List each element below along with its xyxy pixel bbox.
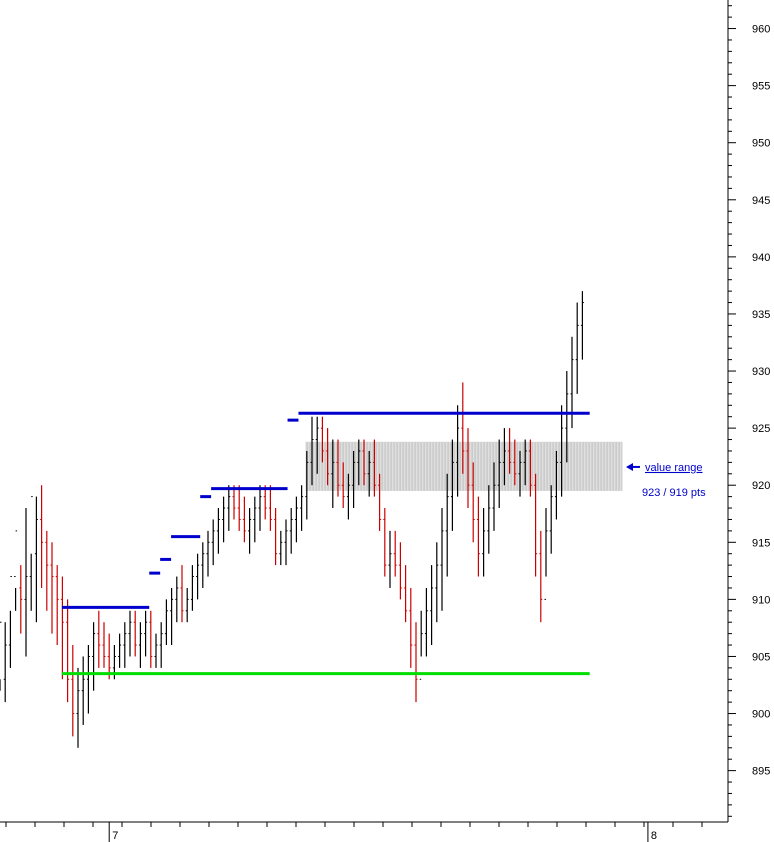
y-tick-label: 925	[752, 423, 770, 435]
value-range-pts-label: 923 / 919 pts	[642, 487, 706, 499]
y-tick-label: 935	[752, 309, 770, 321]
y-tick-label: 950	[752, 138, 770, 150]
arrow-head-icon	[626, 462, 633, 471]
level-lines	[61, 411, 590, 676]
y-tick-label: 960	[752, 24, 770, 36]
y-axis: 895 900 905 910 915 920 925 930 935 940 945 950 955 9…	[727, 0, 770, 822]
y-tick-label: 915	[752, 537, 770, 549]
y-tick-label: 900	[752, 709, 770, 721]
y-tick-label: 895	[752, 766, 770, 778]
y-tick-label: 920	[752, 480, 770, 492]
ohlc-bars	[0, 291, 584, 748]
annotations: value range 923 / 919 pts	[626, 462, 706, 499]
x-tick-label: 7	[112, 830, 118, 842]
y-tick-label: 910	[752, 594, 770, 606]
value-range-label[interactable]: value range	[645, 462, 703, 474]
y-tick-label: 955	[752, 81, 770, 93]
y-tick-label: 930	[752, 366, 770, 378]
x-tick-label: 8	[651, 830, 657, 842]
y-tick-label: 940	[752, 252, 770, 264]
y-tick-label: 945	[752, 195, 770, 207]
y-tick-label: 905	[752, 651, 770, 663]
